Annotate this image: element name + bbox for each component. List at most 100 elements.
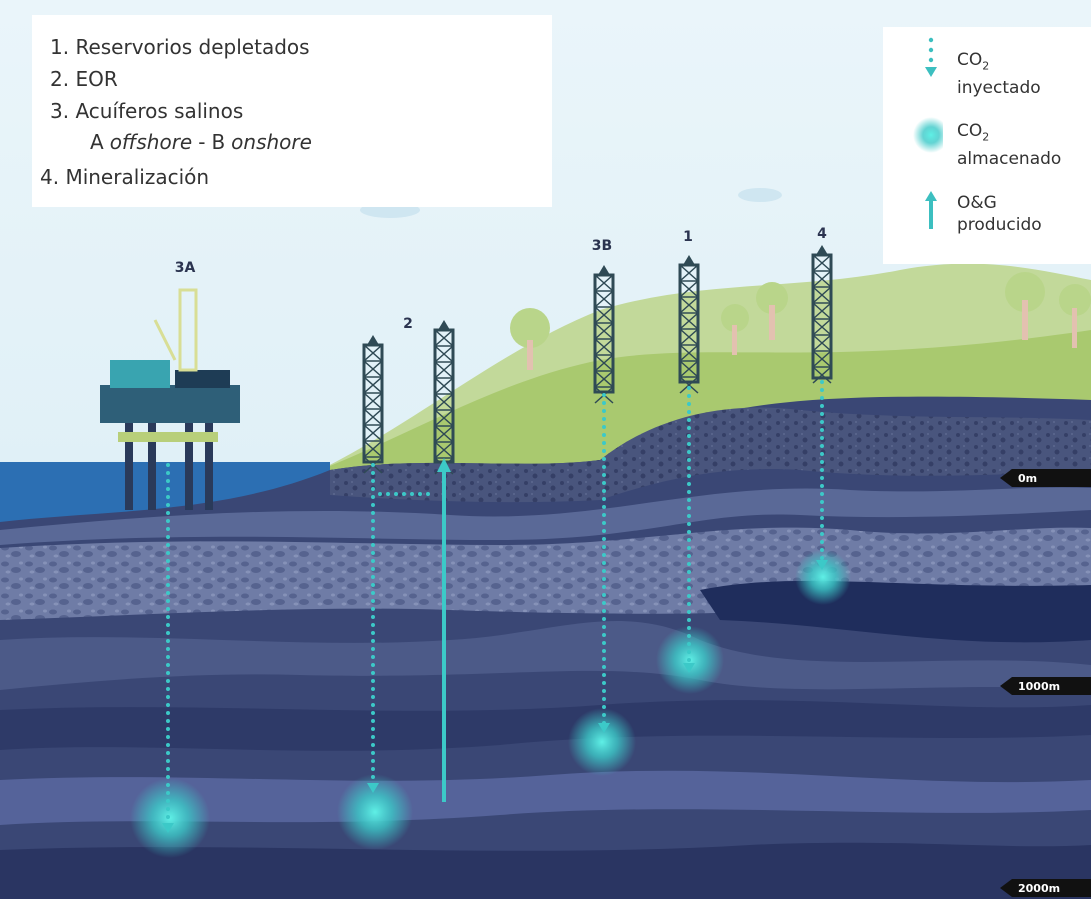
- layer: [0, 770, 1091, 825]
- platform: [100, 288, 240, 510]
- derrick-brace: [812, 318, 832, 336]
- gravel-layer: [330, 407, 1091, 503]
- text: 2: [982, 59, 990, 73]
- legend-list: 1. Reservorios depletados 2. EOR 3. Acuí…: [32, 15, 552, 207]
- derrick-brace: [363, 360, 383, 378]
- derrick-top: [367, 335, 379, 345]
- derrick-brace: [679, 280, 699, 298]
- text: -: [198, 130, 206, 154]
- depth-label: 0m: [1018, 472, 1037, 485]
- depth-tag: [1000, 677, 1091, 695]
- arrow-head: [598, 723, 610, 733]
- derricks: [362, 245, 833, 475]
- text: onshore: [231, 130, 312, 154]
- derrick: [811, 245, 833, 384]
- key-icons: [913, 37, 943, 229]
- derrick-brace: [594, 354, 614, 372]
- derrick-brace: [594, 322, 614, 340]
- derrick-top: [816, 245, 828, 255]
- arrow-head: [437, 458, 451, 472]
- key-text: O&G producido: [957, 192, 1042, 236]
- well-label: 3A: [175, 260, 196, 276]
- derrick-brace: [594, 306, 614, 324]
- derrick-brace: [812, 350, 832, 368]
- text: almacenado: [957, 149, 1062, 170]
- text: inyectado: [957, 78, 1041, 99]
- derrick-top: [683, 255, 695, 265]
- arrow-head: [367, 783, 379, 793]
- flows: [130, 380, 851, 858]
- arrow-head: [816, 560, 828, 570]
- derrick-brace: [594, 290, 614, 308]
- list-item: 1. Reservorios depletados: [50, 35, 310, 59]
- layer: [0, 700, 1091, 751]
- derrick-brace: [363, 392, 383, 410]
- layer: [0, 621, 1091, 690]
- derrick: [362, 335, 384, 474]
- derrick-brace: [434, 393, 454, 411]
- key-text: CO2 almacenado: [957, 120, 1061, 170]
- text: CO: [957, 50, 983, 70]
- layer: [700, 580, 1091, 643]
- derrick-top: [438, 320, 450, 330]
- depth-tag: [1000, 469, 1091, 487]
- text: 2: [982, 130, 990, 144]
- co2-stored: [130, 778, 210, 858]
- derrick-brace: [434, 409, 454, 427]
- derrick-brace: [679, 296, 699, 314]
- derrick-brace: [812, 302, 832, 320]
- derrick-brace: [679, 360, 699, 378]
- derrick-brace: [679, 344, 699, 362]
- key: CO2 inyectado CO2 almacenado O&G producido: [883, 27, 1091, 264]
- trees: [510, 272, 1091, 370]
- co2-stored: [337, 774, 413, 850]
- layer: [0, 842, 1091, 899]
- text: A: [90, 130, 104, 154]
- derrick-brace: [363, 408, 383, 426]
- text: O&G: [957, 193, 997, 213]
- well-label: 3B: [592, 238, 612, 254]
- derrick-brace: [434, 361, 454, 379]
- derrick-brace: [594, 338, 614, 356]
- derrick-brace: [679, 312, 699, 330]
- arrow-head: [683, 663, 695, 673]
- derrick-brace: [812, 366, 832, 384]
- text: offshore: [109, 130, 193, 154]
- derrick-brace: [679, 376, 699, 394]
- depth-tag: [1000, 879, 1091, 897]
- derrick: [678, 255, 700, 394]
- derrick-brace: [679, 328, 699, 346]
- derrick-brace: [363, 440, 383, 458]
- layer: [0, 487, 1091, 545]
- depth-label: 2000m: [1018, 882, 1060, 895]
- depth-label: 1000m: [1018, 680, 1060, 693]
- derrick-brace: [434, 425, 454, 443]
- derrick-brace: [812, 286, 832, 304]
- derrick-brace: [812, 334, 832, 352]
- text: CO: [957, 121, 983, 141]
- derrick-brace: [812, 270, 832, 288]
- derrick-brace: [434, 345, 454, 363]
- derrick-brace: [594, 370, 614, 388]
- derrick-brace: [434, 377, 454, 395]
- text: B: [211, 130, 226, 154]
- derrick-top: [598, 265, 610, 275]
- well-label: 1: [683, 229, 693, 245]
- key-text: CO2 inyectado: [957, 49, 1041, 99]
- co2-stored: [568, 708, 636, 776]
- cloud: [738, 188, 782, 202]
- arrow-head: [162, 823, 174, 833]
- well-label: 2: [403, 316, 413, 332]
- derrick-brace: [363, 424, 383, 442]
- list-item: 3. Acuíferos salinos: [50, 99, 244, 123]
- text: producido: [957, 215, 1042, 235]
- derrick-brace: [434, 329, 454, 347]
- derrick-brace: [679, 264, 699, 282]
- co2-stored: [795, 549, 851, 605]
- derrick-brace: [363, 344, 383, 362]
- derrick-brace: [812, 254, 832, 272]
- derrick-brace: [363, 376, 383, 394]
- well-label: 4: [817, 226, 827, 242]
